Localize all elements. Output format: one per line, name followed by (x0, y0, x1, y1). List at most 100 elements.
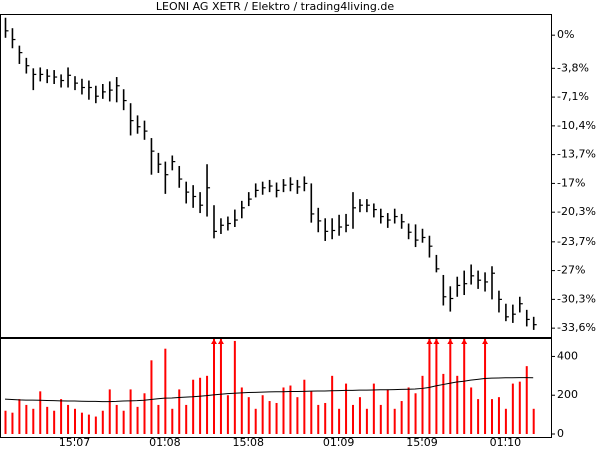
volume-bar (303, 379, 306, 434)
volume-bar (491, 399, 493, 434)
y-tick-label: -30,3% (557, 292, 596, 305)
y-tick-label: -33,6% (557, 321, 596, 334)
y-tick-label: 200 (557, 388, 578, 401)
volume-bar (296, 397, 299, 434)
volume-bar (268, 401, 271, 434)
volume-bar (171, 408, 174, 434)
volume-bar (87, 414, 90, 434)
overflow-arrow (217, 339, 224, 344)
volume-bar (18, 399, 21, 434)
volume-bar (324, 402, 327, 434)
overflow-arrow (211, 339, 217, 344)
volume-bar (178, 389, 181, 434)
volume-bar (213, 339, 215, 434)
volume-bar (261, 395, 264, 434)
overflow-arrow (426, 339, 433, 344)
volume-bar (365, 408, 368, 434)
volume-bar (511, 383, 514, 434)
volume-bar (518, 381, 521, 434)
volume-bar (60, 399, 63, 434)
volume-bar (358, 397, 361, 434)
volume-bar (282, 387, 285, 434)
volume-bar (407, 387, 410, 434)
volume-bar (46, 406, 49, 434)
volume-bar (484, 339, 487, 434)
volume-bar (164, 348, 167, 434)
volume-bar (442, 373, 445, 434)
x-tick-label: 01.08 (149, 436, 181, 449)
volume-bar (525, 366, 528, 434)
volume-bar (199, 377, 202, 434)
volume-bar (289, 385, 292, 434)
volume-bar (67, 404, 70, 434)
volume-bar (122, 410, 125, 434)
volume-bar (345, 383, 348, 434)
volume-bar (32, 408, 35, 434)
volume-bar (39, 391, 42, 434)
volume-bar (435, 339, 438, 434)
volume-bar (352, 404, 354, 434)
x-tick-label: 01.09 (323, 436, 355, 449)
volume-bar (310, 391, 313, 434)
moving-average (4, 377, 534, 403)
volume-bar (275, 402, 278, 434)
overflow-arrow (461, 339, 468, 344)
volume-bar (206, 375, 209, 434)
x-tick-label: 01.10 (490, 436, 522, 449)
y-tick-label: 0 (557, 427, 564, 440)
volume-bar (219, 339, 222, 434)
volume-bar (372, 383, 375, 434)
overflow-arrow (433, 339, 440, 344)
x-tick-label: 15.07 (59, 436, 91, 449)
volume-bar (143, 393, 146, 434)
chart-title: LEONI AG XETR / Elektro / trading4living… (156, 0, 394, 13)
volume-bar (379, 404, 382, 434)
volume-bar (226, 395, 229, 434)
volume-bar (463, 339, 466, 434)
y-tick-label: 0% (557, 28, 574, 41)
volume-bar (400, 401, 403, 434)
y-tick-label: -27% (557, 264, 585, 277)
volume-bar (428, 339, 431, 434)
volume-bar (421, 375, 424, 434)
volume-bar (136, 406, 139, 434)
volume-bar (101, 410, 104, 434)
y-tick-label: -3,8% (557, 61, 589, 74)
volume-bar (25, 404, 28, 434)
y-tick-label: -13,7% (557, 148, 596, 161)
volume-bar (477, 399, 480, 434)
volume-bar (456, 375, 459, 434)
volume-bar (470, 387, 473, 434)
volume-bar (240, 387, 243, 434)
volume-bar (449, 339, 452, 434)
volume-bar (157, 404, 160, 434)
volume-bar (150, 360, 153, 434)
volume-bar (4, 410, 7, 434)
y-tick-label: -10,4% (557, 119, 596, 132)
volume-bar (185, 404, 188, 434)
volume-bar (11, 412, 14, 434)
x-tick-label: 15.09 (406, 436, 438, 449)
frame (0, 14, 552, 438)
volume-bar (247, 397, 250, 434)
y-tick-label: -17% (557, 176, 585, 189)
volume-bar (254, 408, 257, 434)
volume-bar (504, 408, 507, 434)
volume-bar (338, 408, 341, 434)
volume-bar (74, 408, 76, 434)
y-tick-label: -23,7% (557, 235, 596, 248)
volume-bar (192, 379, 195, 434)
volume-bar (94, 416, 97, 434)
volume-bar (108, 389, 111, 434)
x-tick-label: 15.08 (233, 436, 265, 449)
volume-bar (414, 393, 417, 434)
y-tick-label: 400 (557, 349, 578, 362)
overflow-arrow (447, 339, 454, 344)
volume-bar (331, 375, 334, 434)
volume-bar (532, 408, 535, 434)
volume-bar (386, 389, 389, 434)
y-tick-label: -7,1% (557, 90, 589, 103)
volume-bar (317, 404, 320, 434)
volume-bar (393, 408, 396, 434)
